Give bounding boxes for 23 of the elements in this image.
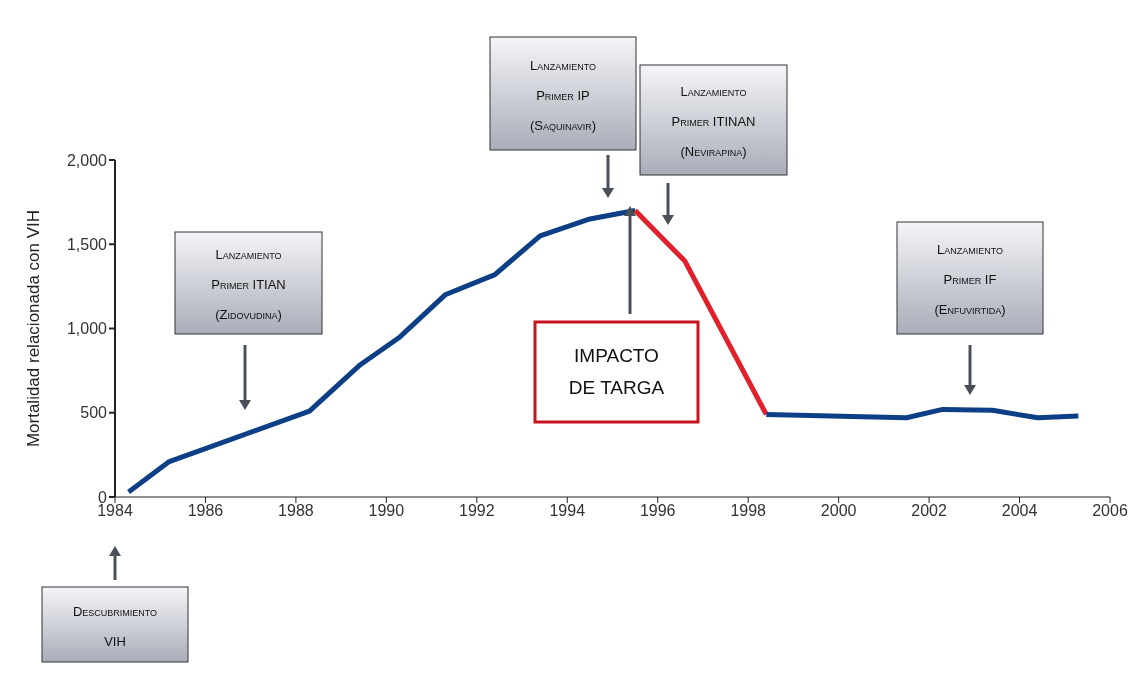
y-axis-title: Mortalidad relacionada con VIH — [24, 209, 44, 448]
x-tick-label: 1986 — [187, 502, 224, 520]
x-tick-label: 2006 — [1092, 502, 1128, 520]
y-tick-label: 500 — [80, 404, 108, 422]
text: Descubrimiento VIH — [72, 603, 158, 649]
y-tick-label: 1,500 — [66, 235, 108, 253]
x-tick-label: 2000 — [820, 502, 857, 520]
x-tick-label: 1988 — [278, 502, 314, 520]
x-tick-label: 2004 — [1001, 502, 1038, 520]
text: Lanzamiento Primer ITINAN (Nevirapina) — [671, 84, 756, 159]
x-tick-label: 1984 — [97, 502, 133, 520]
annotation: IMPACTO DE TARGA — [568, 345, 665, 398]
x-tick-label: 1994 — [549, 502, 586, 520]
x-tick-label: 1990 — [368, 502, 405, 520]
annotation: Lanzamiento Primer IF (Enfuvirtida) — [934, 242, 1006, 317]
x-tick-label: 1996 — [639, 502, 676, 520]
x-tick-label: 2002 — [911, 502, 947, 520]
y-tick-label: 2,000 — [66, 151, 108, 169]
x-tick-label: 1998 — [730, 502, 767, 520]
text: Lanzamiento Primer IP (Saquinavir) — [529, 57, 597, 133]
y-tick-label: 1,000 — [66, 320, 108, 338]
x-tick-label: 1992 — [459, 502, 495, 520]
annotation: Lanzamiento Primer ITIAN (Zidovudina) — [211, 247, 286, 322]
